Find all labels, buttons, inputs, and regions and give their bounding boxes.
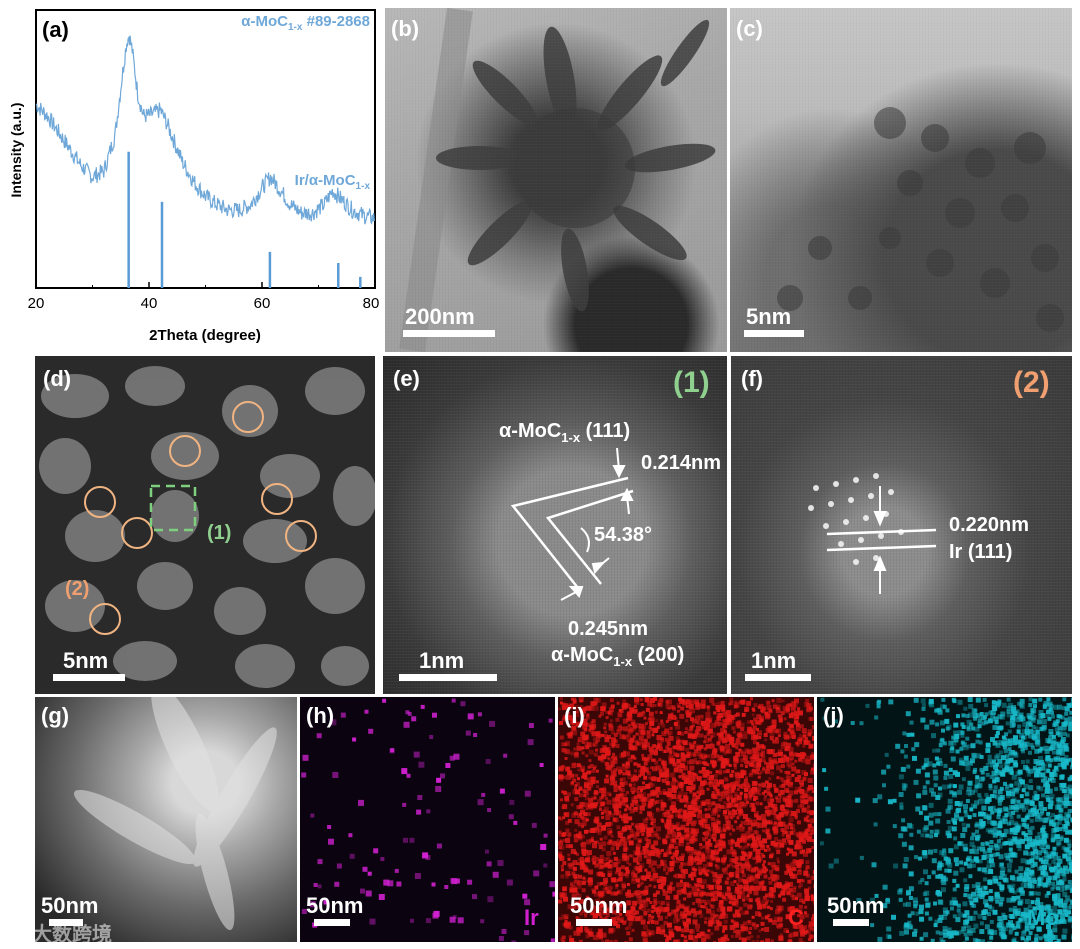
scale-label-g: 50nm bbox=[41, 893, 99, 918]
particle-circle bbox=[285, 520, 317, 552]
scale-label-d: 5nm bbox=[63, 648, 109, 673]
lattice-annotations bbox=[510, 447, 634, 601]
panel-d-haadf-image: (d) (1) (2) 5nm bbox=[35, 356, 375, 694]
scale-label-c: 5nm bbox=[746, 304, 792, 329]
haadf-particles bbox=[39, 366, 375, 688]
c-eds-pixels bbox=[558, 697, 814, 942]
panel-b-tem-image: (b) 200nm bbox=[385, 8, 727, 352]
xrd-chart: 20 40 60 80 Intensity (a.u.) 2Theta (degree… bbox=[8, 9, 380, 344]
particle-circle bbox=[84, 486, 116, 518]
scale-label-b: 200nm bbox=[405, 304, 475, 329]
stem-branches bbox=[73, 697, 277, 931]
panel-label-a: (a) bbox=[42, 17, 69, 42]
nanoparticle-cluster bbox=[777, 107, 1064, 332]
scale-label-f: 1nm bbox=[751, 648, 797, 673]
panel-j-mo-eds-map: (j) 50nm Mo bbox=[817, 697, 1072, 942]
particle-circle bbox=[169, 435, 201, 467]
tem-flower-particle bbox=[399, 8, 716, 352]
scale-label-h: 50nm bbox=[306, 893, 364, 918]
angle-label: 54.38° bbox=[594, 524, 653, 546]
xrd-plot-frame bbox=[35, 9, 376, 289]
region-tag-2: (2) bbox=[1013, 366, 1050, 399]
panel-label-c: (c) bbox=[736, 16, 763, 41]
scale-bar-g bbox=[49, 919, 83, 926]
panel-label-f: (f) bbox=[741, 366, 763, 391]
element-label-c: C bbox=[788, 905, 804, 930]
xrd-x-axis-label: 2Theta (degree) bbox=[149, 327, 261, 344]
scale-bar-i bbox=[576, 919, 612, 926]
watermark-logo-icon bbox=[8, 923, 28, 943]
d-spacing-label-1: 0.214nm bbox=[641, 452, 722, 474]
panel-label-h: (h) bbox=[306, 703, 335, 728]
scale-label-j: 50nm bbox=[827, 893, 885, 918]
panel-f-lattice-image: (f) (2) 0.220nm Ir (111) 1nm bbox=[731, 356, 1072, 694]
watermark-text: 大数跨境 bbox=[32, 922, 112, 946]
panel-a-xrd: 20 40 60 80 Intensity (a.u.) 2Theta (degree… bbox=[0, 0, 382, 352]
scale-bar-h bbox=[314, 919, 350, 926]
plane-label-111: α-MoC1-x (111) bbox=[499, 420, 631, 445]
region-marker-2: (2) bbox=[65, 578, 90, 600]
element-label-ir: Ir bbox=[524, 905, 539, 930]
scale-bar-d bbox=[53, 674, 125, 681]
panel-label-b: (b) bbox=[391, 16, 420, 41]
scale-bar-j bbox=[833, 919, 869, 926]
scale-label-e: 1nm bbox=[419, 648, 465, 673]
region-box-1 bbox=[149, 484, 197, 532]
region-marker-1: (1) bbox=[207, 522, 232, 544]
scale-bar-e bbox=[399, 674, 497, 681]
scale-bar-b bbox=[403, 330, 495, 337]
xrd-y-axis-label: Intensity (a.u.) bbox=[8, 103, 24, 198]
panel-label-g: (g) bbox=[41, 703, 70, 728]
panel-g-stem-image: (g) 50nm bbox=[35, 697, 297, 942]
xrd-x-tick-label: 40 bbox=[141, 295, 158, 312]
panel-label-i: (i) bbox=[564, 703, 585, 728]
scale-bar-f bbox=[745, 674, 811, 681]
element-label-mo: Mo bbox=[1027, 905, 1059, 930]
panel-c-hrtem-image: (c) 5nm bbox=[730, 8, 1072, 352]
panel-label-j: (j) bbox=[823, 703, 844, 728]
scale-bar-c bbox=[744, 330, 804, 337]
xrd-x-tick-label: 20 bbox=[28, 295, 45, 312]
xrd-sample-label: Ir/α-MoC1-x bbox=[295, 172, 371, 192]
panel-label-e: (e) bbox=[393, 366, 420, 391]
ir-eds-pixels bbox=[301, 698, 555, 942]
xrd-series-line bbox=[35, 35, 375, 225]
panel-e-lattice-image: (e) (1) α-MoC1-x (111) 0.214nm 54.38° 0.… bbox=[383, 356, 727, 694]
xrd-x-tick-label: 80 bbox=[363, 295, 380, 312]
panel-label-d: (d) bbox=[43, 366, 72, 391]
scale-label-i: 50nm bbox=[570, 893, 628, 918]
particle-circle bbox=[261, 483, 293, 515]
region-tag-1: (1) bbox=[673, 366, 710, 399]
particle-circle bbox=[89, 603, 121, 635]
xrd-x-tick-label: 60 bbox=[254, 295, 271, 312]
panel-h-ir-eds-map: (h) 50nm Ir bbox=[300, 697, 555, 942]
mo-eds-pixels bbox=[819, 697, 1072, 942]
d-spacing-label-2: 0.245nm bbox=[568, 618, 649, 640]
plane-label-ir111: Ir (111) bbox=[949, 541, 1013, 563]
lattice-annotations-f bbox=[808, 473, 937, 594]
watermark: 大数跨境 bbox=[8, 918, 112, 947]
plane-label-200: α-MoC1-x (200) bbox=[551, 644, 685, 669]
panel-i-c-eds-map: (i) 50nm C bbox=[558, 697, 814, 942]
d-spacing-label-f: 0.220nm bbox=[949, 514, 1030, 536]
xrd-reference-label: α-MoC1-x #89-2868 bbox=[241, 13, 370, 33]
particle-circle bbox=[121, 517, 153, 549]
particle-circle bbox=[232, 401, 264, 433]
